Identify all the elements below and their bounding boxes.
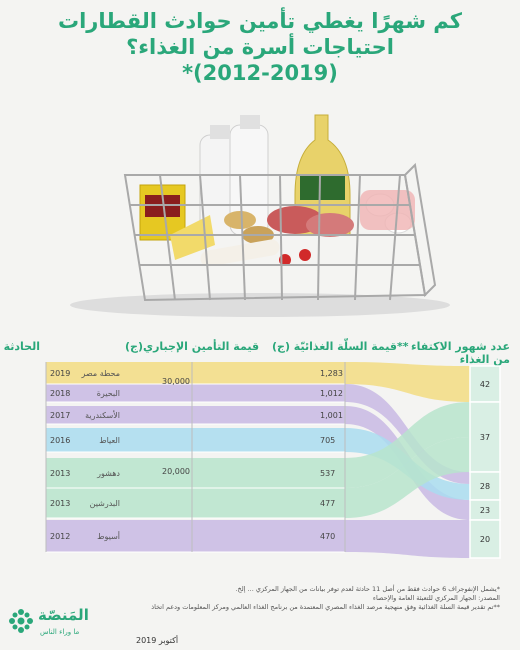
basket-value-3: 705: [320, 436, 335, 445]
incident-year-5: 2013: [50, 499, 70, 508]
logo-name: المَنصّة: [38, 606, 89, 624]
logo-mark-icon: [9, 609, 33, 633]
basket-value-1: 1,012: [320, 389, 343, 398]
flow-band-1: [46, 384, 345, 402]
flow-curve-0: [345, 362, 470, 402]
incident-year-6: 2012: [50, 532, 70, 541]
basket-value-5: 477: [320, 499, 335, 508]
incident-year-2: 2017: [50, 411, 70, 420]
flow-band-5: [46, 488, 345, 518]
logo: المَنصّة ما وراء الناس: [6, 604, 89, 644]
logo-tagline: ما وراء الناس: [40, 628, 80, 636]
flow-band-0: [46, 362, 345, 384]
incident-name-4: دهشور: [96, 469, 120, 478]
months-node-20: [469, 519, 501, 559]
flow-curve-5: [345, 437, 470, 518]
title-line-1: كم شهرًا يغطي تأمين حوادث القطارات: [57, 9, 462, 33]
basket-value-2: 1,001: [320, 411, 343, 420]
basket-value-6: 470: [320, 532, 335, 541]
basket-value-4: 537: [320, 469, 335, 478]
incident-year-1: 2018: [50, 389, 70, 398]
incident-name-6: أسيوط: [97, 531, 120, 541]
flow-band-4: [46, 458, 345, 488]
months-label-20: 20: [480, 535, 490, 544]
months-label-37: 37: [480, 433, 490, 442]
title-line-3: (2012-2019)*: [182, 61, 338, 85]
insurance-label-1: 20,000: [162, 467, 190, 476]
incident-year-3: 2016: [50, 436, 70, 445]
insurance-label-0: 30,000: [162, 377, 190, 386]
header-insurance: قيمة التأمين الإجباري(ج): [125, 340, 260, 353]
flow-band-6: [46, 520, 345, 552]
sankey-flows: [46, 362, 470, 558]
footnote-1: *يشمل الإنفوجراف 6 حوادث فقط من أصل 11 ح…: [235, 585, 500, 593]
months-label-23: 23: [480, 506, 490, 515]
months-label-42: 42: [480, 380, 490, 389]
header-basket: **قيمة السلّة الغذائيّة (ج): [272, 340, 409, 353]
flow-band-2: [46, 406, 345, 424]
incident-name-3: العياط: [99, 436, 120, 445]
flow-band-3: [46, 428, 345, 452]
incident-name-0: محطة مصر: [81, 369, 120, 378]
header-incident: الحادثة: [3, 340, 40, 353]
footnote-2: **تم تقدير قيمة السلة الغذائية وفق منهجي…: [151, 603, 500, 611]
months-node-37: [469, 401, 501, 473]
header-months: عدد شهور الاكتفاء من الغذاء: [411, 340, 510, 366]
chart-title: كم شهرًا يغطي تأمين حوادث القطارات احتيا…: [0, 8, 520, 86]
months-node-28: [469, 471, 501, 501]
incident-name-5: البدرشين: [90, 499, 120, 508]
title-line-2: احتياجات أسرة من الغذاء؟: [126, 35, 394, 59]
food-basket-image: [70, 114, 450, 317]
footnotes: *يشمل الإنفوجراف 6 حوادث فقط من أصل 11 ح…: [60, 585, 500, 612]
flow-curve-6: [345, 520, 470, 558]
months-label-28: 28: [480, 482, 490, 491]
incident-name-1: البحيرة: [97, 389, 120, 398]
footnote-source: المصدر: الجهاز المركزي للتعبئة العامة وا…: [372, 594, 500, 602]
months-node-42: [469, 365, 501, 403]
flow-curve-4: [345, 402, 470, 488]
publish-date: أكتوبر 2019: [136, 636, 179, 645]
basket-value-0: 1,283: [320, 369, 343, 378]
sankey-chart: 2019 محطة مصر 1,283 2018 البحيرة 1,012 2017 الأ…: [45, 362, 501, 559]
incident-name-2: الأسكندرية: [85, 410, 120, 420]
incident-year-0: 2019: [50, 369, 70, 378]
incident-year-4: 2013: [50, 469, 70, 478]
